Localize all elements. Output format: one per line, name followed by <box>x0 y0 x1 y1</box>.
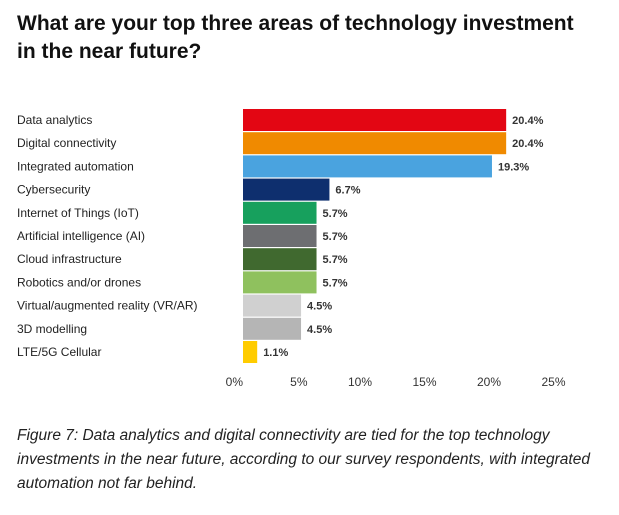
category-label: Cloud infrastructure <box>17 252 122 266</box>
x-tick-label: 0% <box>226 375 244 389</box>
category-label: Data analytics <box>17 113 92 127</box>
bar <box>243 132 507 155</box>
x-tick-label: 25% <box>541 375 565 389</box>
value-label: 20.4% <box>512 115 543 127</box>
category-label: 3D modelling <box>17 322 87 336</box>
x-axis: 0% 5% 10% 15% 20% 25% <box>226 375 566 389</box>
category-label: Virtual/augmented reality (VR/AR) <box>17 299 198 313</box>
category-label: LTE/5G Cellular <box>17 345 101 359</box>
x-tick-label: 15% <box>412 375 436 389</box>
value-label: 19.3% <box>498 161 529 173</box>
category-label: Integrated automation <box>17 159 134 173</box>
value-label: 20.4% <box>512 138 543 150</box>
value-label: 4.5% <box>307 301 332 313</box>
bar <box>243 155 492 178</box>
bar <box>243 248 317 271</box>
category-label: Artificial intelligence (AI) <box>17 229 145 243</box>
bar <box>243 225 317 247</box>
bar <box>243 178 330 201</box>
category-label: Internet of Things (IoT) <box>17 206 139 220</box>
value-label: 5.7% <box>323 277 348 289</box>
bars <box>243 109 507 363</box>
category-label: Digital connectivity <box>17 136 116 150</box>
x-tick-label: 10% <box>348 375 372 389</box>
bar-chart: Data analytics Digital connectivity Integr… <box>17 109 566 389</box>
bar <box>243 109 507 131</box>
bar <box>243 317 302 340</box>
category-label: Robotics and/or drones <box>17 275 141 289</box>
chart-title: What are your top three areas of technol… <box>17 12 574 63</box>
category-labels: Data analytics Digital connectivity Integr… <box>17 113 198 359</box>
value-label: 1.1% <box>263 347 288 359</box>
category-label: Cybersecurity <box>17 183 90 197</box>
value-label: 4.5% <box>307 324 332 336</box>
figure-caption: Figure 7: Data analytics and digital con… <box>17 427 590 492</box>
value-label: 5.7% <box>323 231 348 243</box>
value-labels: 20.4% 20.4% 19.3% 6.7% 5.7% 5.7% 5.7% 5.7% 4.5% 4… <box>263 115 543 359</box>
bar <box>243 271 317 294</box>
bar <box>243 294 302 317</box>
value-label: 5.7% <box>323 254 348 266</box>
value-label: 5.7% <box>323 208 348 220</box>
x-tick-label: 5% <box>290 375 308 389</box>
value-label: 6.7% <box>335 185 360 197</box>
x-tick-label: 20% <box>477 375 501 389</box>
bar <box>243 201 317 224</box>
bar <box>243 341 258 363</box>
